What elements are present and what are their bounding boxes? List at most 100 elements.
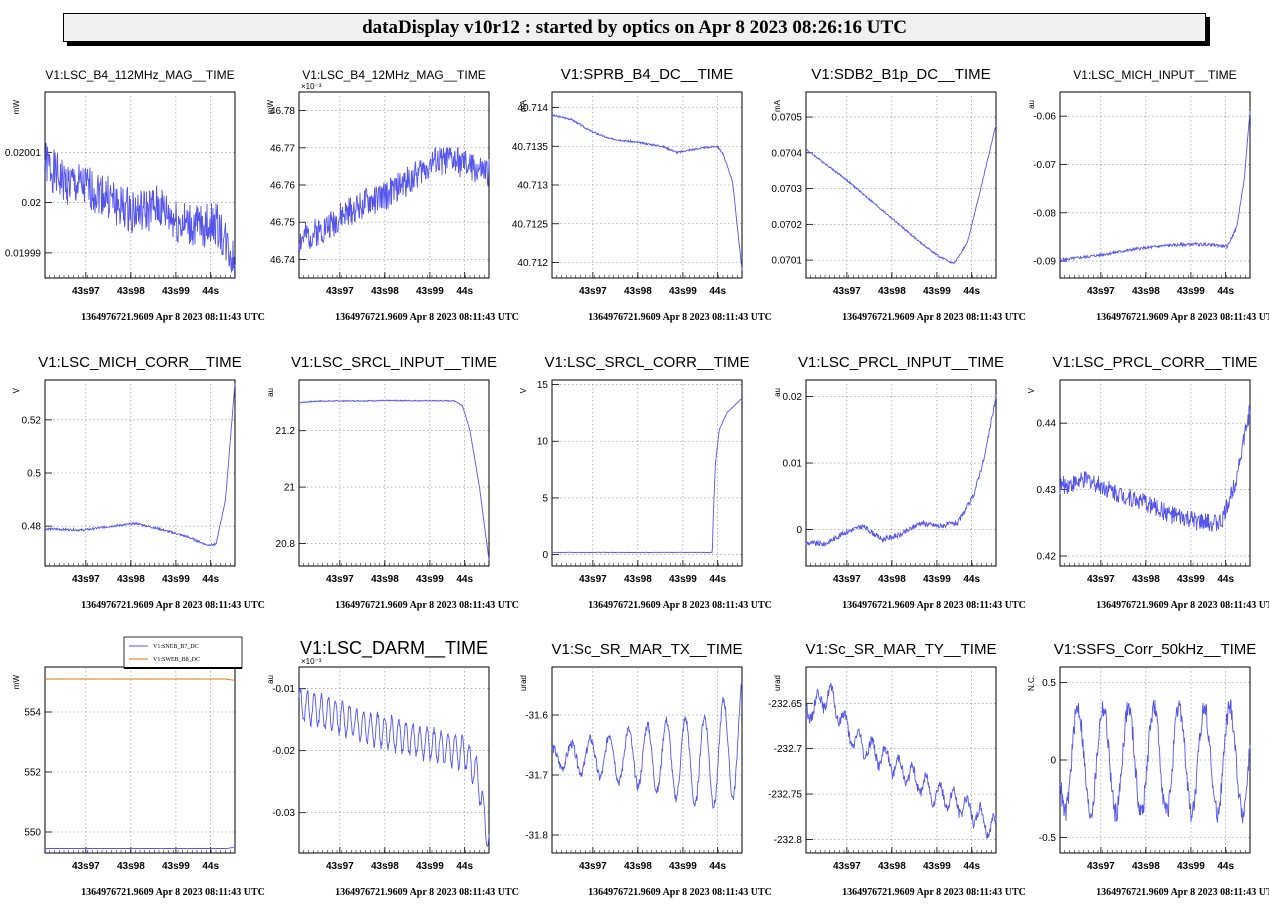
x-tick-label: 44s <box>202 286 219 297</box>
x-tick-label: 43s99 <box>1177 286 1205 297</box>
plot-frame <box>1059 379 1251 567</box>
plot-frame <box>551 666 743 854</box>
series-line <box>805 395 997 548</box>
y-tick-label: 46.77 <box>270 143 295 154</box>
y-axis-unit: au <box>773 388 782 397</box>
series-line <box>1059 699 1251 824</box>
y-tick-label: 0.02 <box>22 198 42 209</box>
y-tick-label: 0.5 <box>27 469 41 480</box>
series-line <box>805 682 997 839</box>
x-tick-label: 44s <box>202 574 219 585</box>
y-tick-label: 0.0701 <box>771 256 802 267</box>
series-line <box>298 688 490 848</box>
chart-title: V1:LSC_B4_112MHz_MAG__TIME <box>45 68 234 82</box>
y-tick-label: 0.0703 <box>771 184 802 195</box>
series-line <box>805 124 997 265</box>
chart-panel: V1:LSC_B4_112MHz_MAG__TIME 43s97 43s98 43s9… <box>5 68 265 323</box>
plot-frame <box>44 91 236 279</box>
y-tick-label: -232.8 <box>774 835 803 846</box>
y-tick-label: 0.44 <box>1037 419 1057 430</box>
x-tick-label: 43s97 <box>1087 861 1115 872</box>
y-axis-unit: V <box>519 387 528 393</box>
y-tick-label: 0.52 <box>22 415 42 426</box>
x-tick-label: 43s99 <box>669 574 697 585</box>
series-line <box>298 399 490 561</box>
y-tick-label: -0.03 <box>272 808 295 819</box>
y-tick-label: 21.2 <box>276 426 296 437</box>
y-axis-unit: mW <box>12 675 21 690</box>
chart-title: V1:LSC_DARM__TIME <box>300 638 488 659</box>
x-tick-label: 43s99 <box>669 286 697 297</box>
y-tick-label: 0.48 <box>22 522 42 533</box>
header-title-box: dataDisplay v10r12 : started by optics o… <box>63 13 1206 42</box>
chart-panel: V1:Sc_SR_MAR_TY__TIME 43s97 43s98 43s99 44s -… <box>768 641 1026 898</box>
y-tick-label: 46.74 <box>270 255 295 266</box>
chart-footer: 1364976721.9609 Apr 8 2023 08:11:43 UTC <box>588 887 772 898</box>
plot-frame <box>44 666 236 854</box>
y-tick-label: 0.43 <box>1037 485 1057 496</box>
y-tick-label: 40.714 <box>517 103 548 114</box>
y-tick-label: 20.8 <box>276 539 296 550</box>
x-tick-label: 44s <box>709 286 726 297</box>
chart-panel: V1:Sc_SR_MAR_TX__TIME 43s97 43s98 43s99 44s -… <box>519 641 772 898</box>
y-tick-label: -0.01 <box>272 684 295 695</box>
y-axis-unit: V <box>1027 387 1036 393</box>
x-tick-label: 43s98 <box>624 861 652 872</box>
x-tick-label: 43s98 <box>624 286 652 297</box>
y-tick-label: -31.8 <box>525 831 548 842</box>
y-axis-exponent: ×10⁻³ <box>301 82 322 91</box>
series-line <box>551 682 743 809</box>
y-axis-unit: mA <box>519 99 528 112</box>
y-tick-label: 0.0705 <box>771 113 802 124</box>
y-axis-unit: mW <box>12 100 21 115</box>
series-line <box>551 113 743 271</box>
chart-title: V1:LSC_PRCL_CORR__TIME <box>1052 354 1257 371</box>
x-tick-label: 43s99 <box>162 574 190 585</box>
y-axis-unit: au <box>1027 100 1036 109</box>
x-tick-label: 43s97 <box>72 861 100 872</box>
legend-entry: V1:SNEB_B7_DC <box>153 644 199 650</box>
y-axis-unit: au <box>266 388 275 397</box>
chart-panel: V1:LSC_PRCL_CORR__TIME 43s97 43s98 43s99 44s… <box>1027 354 1269 611</box>
x-tick-label: 43s97 <box>326 574 354 585</box>
y-axis-unit: au <box>266 675 275 684</box>
x-tick-label: 43s98 <box>878 574 906 585</box>
y-tick-label: -0.5 <box>1039 833 1057 844</box>
chart-title: V1:LSC_B4_12MHz_MAG__TIME <box>302 68 485 82</box>
chart-footer: 1364976721.9609 Apr 8 2023 08:11:43 UTC <box>1096 312 1269 323</box>
x-tick-label: 43s98 <box>371 861 399 872</box>
x-tick-label: 43s97 <box>326 286 354 297</box>
series-line <box>1059 405 1251 532</box>
x-tick-label: 43s99 <box>1177 861 1205 872</box>
legend-box <box>123 636 243 669</box>
y-axis-unit: mA <box>773 99 782 112</box>
y-tick-label: -232.75 <box>768 790 802 801</box>
x-tick-label: 43s97 <box>579 861 607 872</box>
chart-title: V1:SDB2_B1p_DC__TIME <box>811 66 990 83</box>
x-tick-label: 43s98 <box>1132 286 1160 297</box>
chart-panel: V1:LSC_B4_12MHz_MAG__TIME 43s97 43s98 43s99… <box>266 68 519 323</box>
x-tick-label: 43s97 <box>1087 286 1115 297</box>
chart-panel: V1:LSC_DARM__TIME 43s97 43s98 43s99 44s -0.03… <box>266 638 519 898</box>
series-line <box>551 397 743 554</box>
y-tick-label: 0.0702 <box>771 220 802 231</box>
x-tick-label: 43s98 <box>1132 861 1160 872</box>
chart-footer: 1364976721.9609 Apr 8 2023 08:11:43 UTC <box>1096 887 1269 898</box>
x-tick-label: 43s98 <box>878 861 906 872</box>
x-tick-label: 44s <box>456 861 473 872</box>
x-tick-label: 44s <box>1217 861 1234 872</box>
chart-footer: 1364976721.9609 Apr 8 2023 08:11:43 UTC <box>335 600 519 611</box>
chart-footer: 1364976721.9609 Apr 8 2023 08:11:43 UTC <box>335 312 519 323</box>
plot-frame <box>805 91 997 279</box>
chart-footer: 1364976721.9609 Apr 8 2023 08:11:43 UTC <box>842 600 1026 611</box>
y-tick-label: 46.76 <box>270 181 295 192</box>
x-tick-label: 43s98 <box>371 286 399 297</box>
chart-footer: 1364976721.9609 Apr 8 2023 08:11:43 UTC <box>842 312 1026 323</box>
y-tick-label: -0.08 <box>1033 208 1056 219</box>
y-tick-label: -0.06 <box>1033 112 1056 123</box>
x-tick-label: 44s <box>456 574 473 585</box>
x-tick-label: 43s99 <box>923 861 951 872</box>
y-tick-label: 550 <box>24 828 41 839</box>
chart-footer: 1364976721.9609 Apr 8 2023 08:11:43 UTC <box>842 887 1026 898</box>
chart-title: V1:LSC_MICH_INPUT__TIME <box>1073 68 1236 82</box>
